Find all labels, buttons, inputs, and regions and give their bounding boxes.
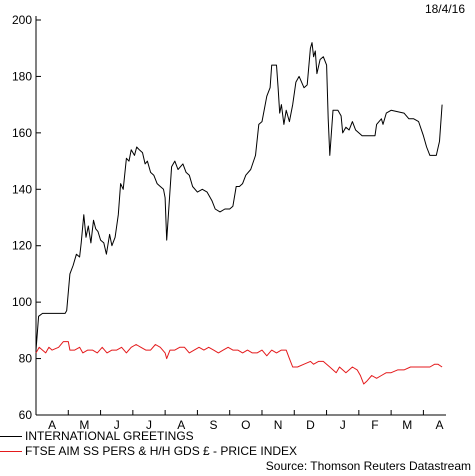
y-tick-label: 60 [19,408,33,422]
chart-axes [35,16,446,416]
legend-item-series-2: FTSE AIM SS PERS & H/H GDS £ - PRICE IND… [0,444,297,458]
legend-label-series-1: INTERNATIONAL GREETINGS [25,429,194,443]
legend-label-series-2: FTSE AIM SS PERS & H/H GDS £ - PRICE IND… [25,444,298,458]
x-tick-label: J [114,418,120,430]
x-tick-label: M [402,418,412,430]
y-tick-label: 100 [12,295,32,309]
y-tick-label: 120 [12,239,32,253]
legend-swatch-series-2 [0,451,22,453]
x-tick-label: F [371,418,378,430]
x-tick-label: M [79,418,89,430]
x-tick-label: J [146,418,152,430]
x-tick-label: O [241,418,250,430]
x-tick-label: A [48,418,56,430]
legend-item-series-1: INTERNATIONAL GREETINGS [0,429,194,443]
x-tick-label: N [274,418,283,430]
x-tick-label: A [436,418,444,430]
series-line-1 [35,42,443,351]
y-tick-labels: 60 80 100 120 140 160 180 200 [12,13,32,422]
x-tick-label: J [340,418,346,430]
y-tick-label: 80 [19,352,33,366]
y-tick-label: 160 [12,126,32,140]
series-line-2 [35,341,443,385]
y-tick-label: 180 [12,69,32,83]
x-tick-label: D [306,418,315,430]
x-tick-label: S [210,418,218,430]
y-tick-label: 200 [12,13,32,27]
date-stamp: 18/4/16 [424,2,465,16]
source-credit: Source: Thomson Reuters Datastream [265,459,471,473]
line-chart: 60 80 100 120 140 160 180 200 A M J J A S O N D J F M A [12,13,446,430]
legend-swatch-series-1 [0,436,22,438]
x-tick-label: A [177,418,185,430]
series-lines [35,42,443,385]
y-tick-label: 140 [12,182,32,196]
